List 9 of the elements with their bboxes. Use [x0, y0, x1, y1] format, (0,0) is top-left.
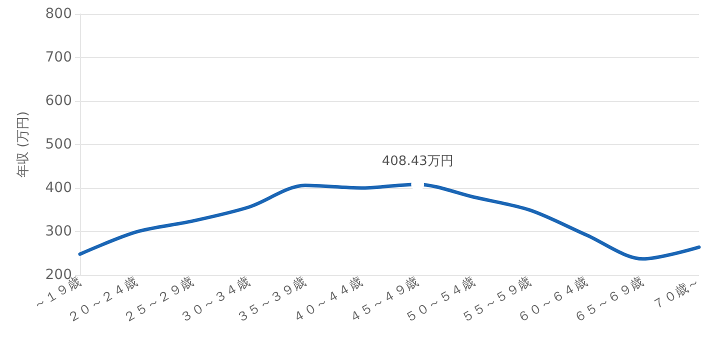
data-label: 408.43万円: [382, 154, 454, 169]
x-tick-label: ７０歳～: [650, 274, 703, 314]
y-tick-label: 400: [45, 180, 72, 196]
y-tick-label: 800: [45, 6, 72, 22]
y-tick-label: 300: [45, 224, 72, 240]
y-tick-label: 500: [45, 136, 72, 152]
y-axis-title: 年収 (万円): [16, 111, 31, 178]
y-tick-label: 700: [45, 50, 72, 66]
y-tick-label: 600: [45, 93, 72, 109]
